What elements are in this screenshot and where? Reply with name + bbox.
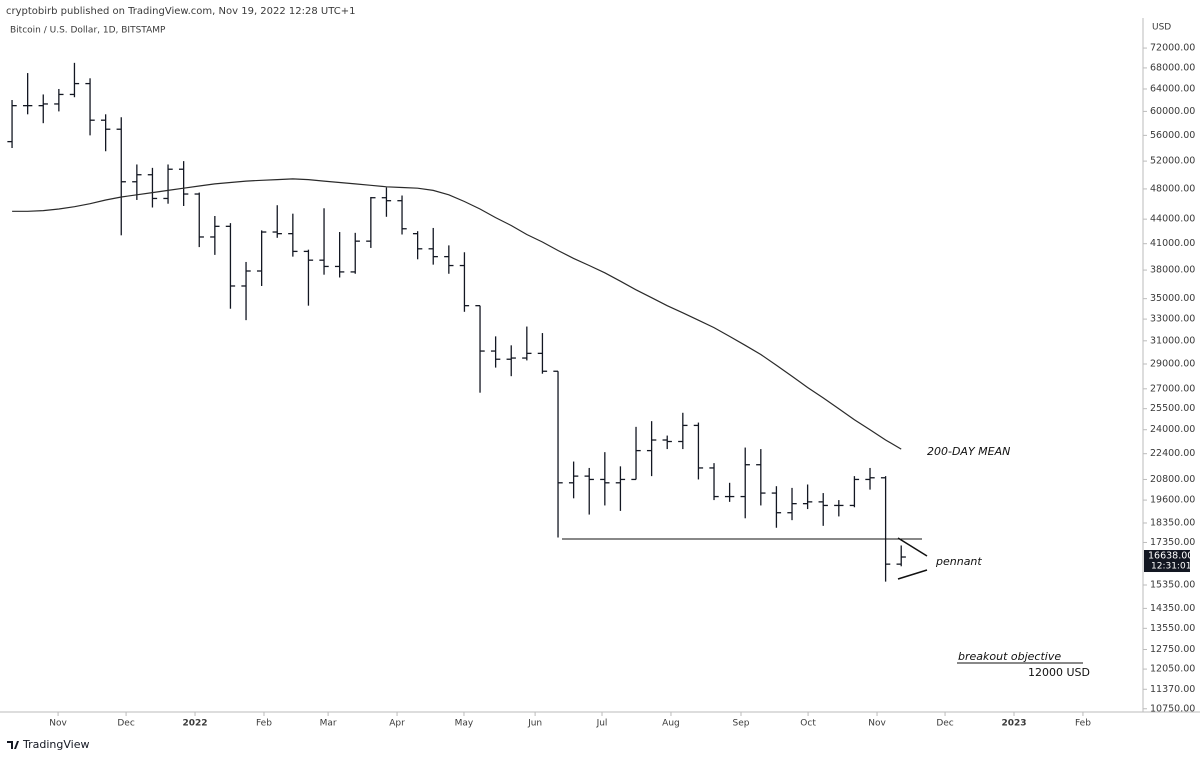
pennant-lower (897, 569, 928, 580)
y-tick-label: 56000.00 (1150, 130, 1195, 141)
y-tick-label: 10750.00 (1150, 703, 1195, 714)
y-tick-label: 17350.00 (1150, 537, 1195, 548)
y-tick-label: 52000.00 (1150, 156, 1195, 167)
y-tick-label: 60000.00 (1150, 106, 1195, 117)
y-tick-label: 12050.00 (1150, 664, 1195, 675)
x-tick-label: Feb (256, 719, 272, 729)
x-tick-label: Jun (527, 719, 542, 729)
moving-average-line (12, 178, 902, 450)
y-tick-label: 64000.00 (1150, 83, 1195, 94)
y-tick-label: 22400.00 (1150, 448, 1195, 459)
x-tick-label: Apr (389, 719, 405, 729)
y-tick-label: 14350.00 (1150, 603, 1195, 614)
y-tick-label: 41000.00 (1150, 238, 1195, 249)
pennant-label: pennant (935, 555, 982, 568)
x-tick-label: Sep (733, 719, 750, 729)
countdown-label: 12:31:01 (1151, 562, 1191, 572)
y-tick-label: 15350.00 (1150, 580, 1195, 591)
footer-brand: TradingView (22, 738, 89, 751)
y-tick-label: 31000.00 (1150, 335, 1195, 346)
y-tick-label: 24000.00 (1150, 424, 1195, 435)
y-tick-label: 18350.00 (1150, 517, 1195, 528)
pennant-upper (897, 537, 928, 557)
tv-logo: TradingView (7, 738, 89, 751)
x-tick-label: 2023 (1001, 719, 1026, 729)
mean-label: 200-DAY MEAN (927, 445, 1010, 458)
logo-mark (7, 741, 19, 749)
x-tick-label: Dec (936, 719, 953, 729)
last-price-box (1144, 550, 1190, 573)
target-label: 12000 USD (1028, 666, 1090, 679)
y-tick-label: 68000.00 (1150, 62, 1195, 73)
y-tick-label: 48000.00 (1150, 183, 1195, 194)
publisher: cryptobirb published on TradingView.com,… (6, 6, 356, 17)
x-tick-label: Feb (1075, 719, 1091, 729)
y-tick-label: 29000.00 (1150, 358, 1195, 369)
y-tick-label: 72000.00 (1150, 43, 1195, 54)
y-tick-label: 38000.00 (1150, 265, 1195, 276)
x-tick-label: Nov (49, 719, 67, 729)
y-tick-label: 25500.00 (1150, 403, 1195, 414)
y-tick-label: 44000.00 (1150, 214, 1195, 225)
y-tick-label: 33000.00 (1150, 314, 1195, 325)
ohlc-bars (7, 62, 906, 582)
symbol-title: Bitcoin / U.S. Dollar, 1D, BITSTAMP (10, 26, 166, 36)
objective-label: breakout objective (958, 650, 1061, 663)
x-tick-label: Mar (320, 719, 337, 729)
y-tick-label: 35000.00 (1150, 293, 1195, 304)
x-tick-label: Jul (596, 719, 608, 729)
x-tick-label: Nov (868, 719, 886, 729)
x-tick-label: Oct (800, 719, 816, 729)
x-tick-label: Aug (662, 719, 680, 729)
last-price-label: 16638.00 (1148, 551, 1193, 562)
layout-drawings (562, 537, 1083, 664)
x-tick-label: 2022 (183, 719, 208, 729)
y-tick-label: 11370.00 (1150, 684, 1195, 695)
x-tick-label: May (455, 719, 474, 729)
x-tick-label: Dec (117, 719, 134, 729)
y-tick-label: 13550.00 (1150, 623, 1195, 634)
y-tick-label: 27000.00 (1150, 383, 1195, 394)
y-tick-label: 12750.00 (1150, 644, 1195, 655)
y-unit: USD (1152, 23, 1171, 33)
y-tick-label: 19600.00 (1150, 495, 1195, 506)
y-tick-label: 20800.00 (1150, 474, 1195, 485)
